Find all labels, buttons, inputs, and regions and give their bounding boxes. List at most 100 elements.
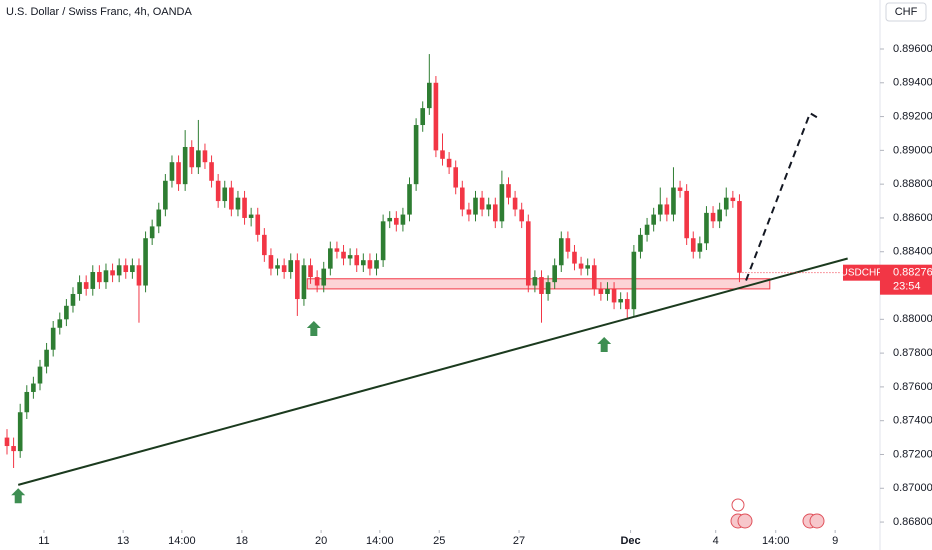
candle-body [130, 265, 135, 273]
candle-body [31, 383, 36, 392]
candle-body [433, 82, 439, 151]
candle-body [677, 187, 683, 191]
candle-body [657, 204, 663, 215]
candle-body [176, 162, 181, 185]
x-tick-label: 4 [713, 535, 719, 547]
candle-body [4, 437, 10, 447]
y-tick-label: 0.88000 [893, 313, 932, 325]
candle-body [631, 251, 637, 310]
candle-body [361, 260, 366, 266]
x-tick-label: 11 [38, 535, 49, 547]
candle-body [512, 197, 518, 210]
candle-body [704, 212, 709, 244]
candle-body [44, 349, 49, 367]
candle-body [334, 248, 340, 252]
y-tick-label: 0.87600 [893, 381, 932, 393]
candle-body [506, 184, 511, 198]
up-arrow [11, 488, 26, 504]
candle-body [552, 265, 557, 283]
y-tick-label: 0.87400 [893, 415, 932, 427]
candle-body [585, 265, 590, 269]
x-tick-label: Dec [620, 535, 640, 547]
candle-body [97, 272, 102, 283]
candle-body [189, 146, 195, 168]
candle-body [730, 197, 736, 202]
candle-body [558, 238, 564, 266]
candle-body [163, 180, 168, 210]
event-icon[interactable] [737, 513, 753, 529]
candle-body [723, 197, 729, 210]
candle-body [539, 277, 544, 294]
candle-body [525, 221, 531, 286]
event-icon[interactable] [731, 498, 745, 512]
candle-body [347, 255, 353, 259]
candle-body [374, 260, 379, 269]
candle-body [215, 180, 221, 202]
candle-body [314, 277, 320, 286]
candle-body [64, 305, 69, 320]
candle-body [242, 197, 247, 218]
candle-body [387, 217, 393, 222]
candle-body [24, 391, 30, 413]
candle-body [301, 265, 307, 300]
candle-body [664, 204, 670, 215]
candle-body [499, 184, 505, 222]
candle-body [209, 162, 214, 181]
candle-body [473, 197, 478, 215]
candle-body [598, 288, 604, 294]
candle-body [572, 251, 577, 264]
candle-body [697, 243, 703, 252]
x-tick-label: 18 [236, 535, 248, 547]
candle-body [427, 82, 432, 109]
x-tick-label: 20 [315, 535, 327, 547]
currency-box[interactable] [885, 2, 927, 22]
candle-body [380, 221, 386, 261]
candle-body [90, 272, 96, 289]
candle-body [737, 201, 742, 273]
candle-body [255, 214, 261, 235]
candle-body [618, 299, 623, 303]
candle-body [149, 226, 155, 239]
x-tick-label: 14:00 [762, 535, 790, 547]
candle-body [295, 260, 300, 300]
candle-body [308, 265, 313, 278]
candle-body [268, 255, 274, 269]
candle-body [400, 214, 406, 225]
candle-body [565, 238, 571, 252]
candle-body [248, 214, 254, 218]
y-tick-label: 0.87000 [893, 482, 932, 494]
up-arrow [306, 321, 321, 337]
event-icon[interactable] [809, 513, 825, 529]
candle-body [459, 187, 465, 210]
candle-body [479, 197, 485, 210]
candle-body [420, 108, 426, 126]
y-tick-label: 0.89400 [893, 77, 932, 89]
candle-body [367, 260, 373, 269]
candle-body [123, 265, 129, 273]
candle-body [466, 209, 472, 215]
candle-body [545, 282, 551, 294]
y-tick-label: 0.89600 [893, 43, 932, 55]
candle-body [413, 125, 419, 185]
candle-body [156, 209, 162, 227]
candle-body [532, 277, 538, 286]
candle-body [578, 263, 584, 269]
candle-body [354, 255, 360, 266]
y-tick-label: 0.88600 [893, 212, 932, 224]
event-icons [730, 498, 825, 529]
candle-body [17, 412, 23, 452]
x-tick-label: 14:00 [366, 535, 394, 547]
candle-body [136, 265, 142, 286]
timer-label: 23:54 [893, 281, 921, 293]
currency-label[interactable]: CHF [895, 6, 918, 18]
candle-body [83, 282, 89, 289]
candle-body [37, 366, 43, 384]
y-tick-label: 0.88800 [893, 178, 932, 190]
y-tick-label: 0.87800 [893, 347, 932, 359]
candle-body [328, 248, 333, 269]
projection-line [745, 111, 820, 281]
candle-body [103, 270, 109, 283]
candle-body [446, 158, 452, 168]
